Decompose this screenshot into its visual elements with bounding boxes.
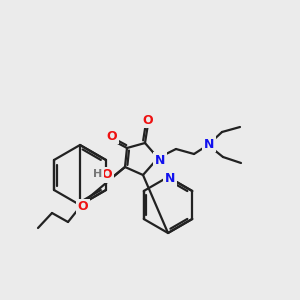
Text: O: O	[143, 113, 153, 127]
Text: N: N	[155, 154, 165, 166]
Text: O: O	[78, 200, 88, 214]
Text: N: N	[165, 172, 175, 185]
Text: H: H	[93, 169, 103, 179]
Text: N: N	[204, 137, 214, 151]
Text: O: O	[107, 130, 117, 142]
Text: O: O	[102, 169, 112, 182]
